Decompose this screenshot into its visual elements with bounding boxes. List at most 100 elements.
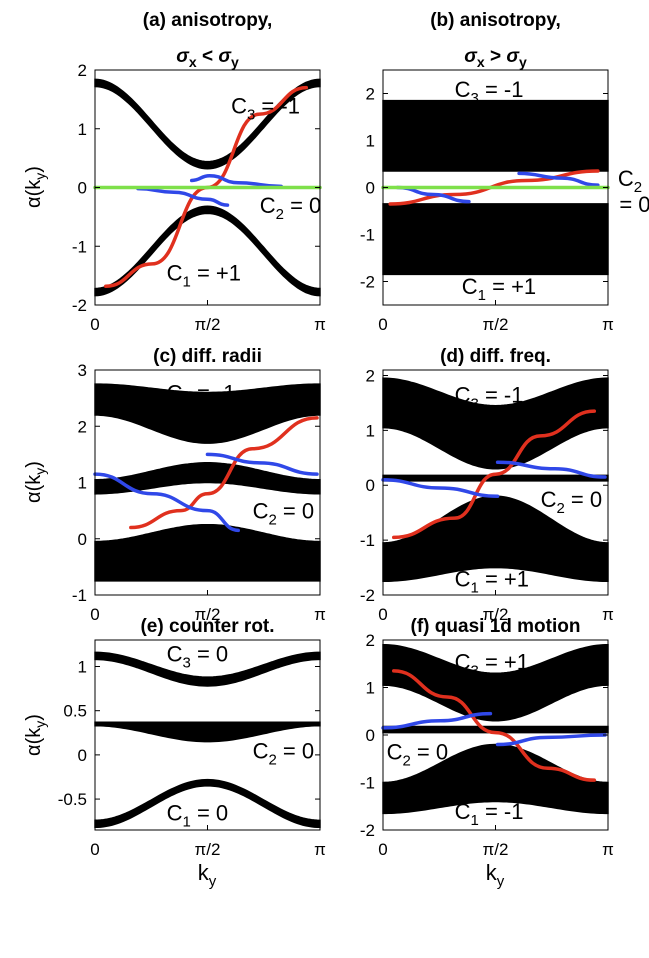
chern-label-e-0: C3 = 0 <box>167 641 229 671</box>
ytick-label: -2 <box>360 586 375 605</box>
xtick-label: π/2 <box>195 315 221 334</box>
chern-label-b-0: C3 = -1 <box>455 77 524 107</box>
ytick-label: -1 <box>360 531 375 550</box>
chern-label-f-2: C1 = -1 <box>455 799 524 829</box>
ytick-label: 1 <box>366 421 375 440</box>
panel-subtitle-b: σx > σy <box>464 46 527 70</box>
panel-title-d: (d) diff. freq. <box>440 346 551 367</box>
chern-label-b-1: C2 <box>618 166 642 196</box>
xlabel-1: ky <box>486 860 505 890</box>
ytick-label: 0 <box>78 530 87 549</box>
ytick-label: 0 <box>366 179 375 198</box>
xtick-label: 0 <box>90 605 99 624</box>
chern-label-d-0: C3 = -1 <box>455 383 524 413</box>
band-b-1 <box>382 203 609 276</box>
xtick-label: π/2 <box>195 840 221 859</box>
xtick-label: π <box>314 315 326 334</box>
ytick-label: 0.5 <box>63 702 87 721</box>
panel-subtitle-a: σx < σy <box>176 46 239 70</box>
chern-label-f-1: C2 = 0 <box>387 740 449 770</box>
xtick-label: 0 <box>378 315 387 334</box>
xtick-label: π/2 <box>195 605 221 624</box>
xtick-label: π/2 <box>483 840 509 859</box>
red-edge-curve-f-0 <box>391 669 597 782</box>
ylabel-1: α(ky) <box>23 461 48 503</box>
ytick-label: -2 <box>72 296 87 315</box>
ytick-label: 0 <box>78 179 87 198</box>
chern-label-d-2: C1 = +1 <box>455 567 529 597</box>
xtick-label: π <box>314 605 326 624</box>
panel-title-a: (a) anisotropy, <box>143 10 273 31</box>
chern-label-a-1: C2 = 0 <box>260 193 322 223</box>
chern-label-f-0: C3 = +1 <box>455 649 529 679</box>
blue-edge-curve-c-2 <box>205 452 319 476</box>
ytick-label: -2 <box>360 273 375 292</box>
panel-title-f: (f) quasi 1d motion <box>411 616 581 637</box>
ytick-label: 0 <box>366 726 375 745</box>
blue-edge-curve-d-1 <box>381 478 500 498</box>
ytick-label: 1 <box>78 474 87 493</box>
chern-label-c-1: C2 = 0 <box>253 499 315 529</box>
panel-title-b: (b) anisotropy, <box>430 10 561 31</box>
ylabel-0: α(ky) <box>23 166 48 208</box>
panel-title-e: (e) counter rot. <box>140 616 274 637</box>
chern-label-c-2: C1 = +1 <box>167 555 241 585</box>
xtick-label: 0 <box>90 840 99 859</box>
ytick-label: 2 <box>366 85 375 104</box>
ytick-label: 3 <box>78 361 87 380</box>
panel-b: -2 -1 0 1 2 0 π/2 π (b) anisotropy, σx > σy C3 = -… <box>360 10 649 334</box>
panel-d: -2 -1 0 1 2 0 π/2 π (d) diff. freq. C3 = -1 C2 = 0… <box>360 346 614 624</box>
chern-label-e-2: C1 = 0 <box>167 800 229 830</box>
xtick-label: π/2 <box>483 315 509 334</box>
panel-title-c: (c) diff. radii <box>153 346 262 367</box>
blue-edge-curve-c-1 <box>93 472 240 533</box>
panel-e: -0.5 0 0.5 1 0 π/2 π (e) counter rot. C3 = 0 C2 =… <box>58 616 326 859</box>
band-b-0 <box>382 99 609 172</box>
chern-label-a-0: C3 = -1 <box>231 93 300 123</box>
xtick-label: π/2 <box>483 605 509 624</box>
blue-edge-curve-b-2 <box>517 171 600 187</box>
xtick-label: π <box>602 315 614 334</box>
blue-edge-curve-f-1 <box>381 711 493 730</box>
chern-label-a-2: C1 = +1 <box>167 261 241 291</box>
blue-edge-curve-f-2 <box>495 733 607 747</box>
ytick-label: -1 <box>72 237 87 256</box>
ytick-label: 2 <box>78 61 87 80</box>
red-edge-curve-d-0 <box>391 409 597 540</box>
blue-edge-curve-d-2 <box>495 460 607 479</box>
ytick-label: -0.5 <box>58 790 87 809</box>
xtick-label: π <box>602 605 614 624</box>
ytick-label: 0 <box>78 746 87 765</box>
ylabel-2: α(ky) <box>23 714 48 756</box>
band-d-1 <box>382 474 609 482</box>
ytick-label: -1 <box>360 774 375 793</box>
chern-label-b-2: = 0 <box>619 192 649 217</box>
ytick-label: -1 <box>72 586 87 605</box>
ytick-label: 0 <box>366 476 375 495</box>
xtick-label: π <box>602 840 614 859</box>
ytick-label: 1 <box>78 658 87 677</box>
xlabel-0: ky <box>198 860 217 890</box>
red-edge-curve-c-0 <box>129 416 319 530</box>
ytick-label: 1 <box>366 132 375 151</box>
xtick-label: π <box>314 840 326 859</box>
blue-edge-curve-a-2 <box>136 186 230 207</box>
xtick-label: 0 <box>90 315 99 334</box>
ytick-label: 1 <box>78 120 87 139</box>
panel-f: -2 -1 0 1 2 0 π/2 π (f) quasi 1d motion C3 = +1 C2… <box>360 616 614 859</box>
ytick-label: 2 <box>366 631 375 650</box>
blue-edge-curve-a-1 <box>189 173 283 189</box>
chern-label-e-1: C2 = 0 <box>253 738 315 768</box>
xtick-label: 0 <box>378 605 387 624</box>
ytick-label: -2 <box>360 821 375 840</box>
ytick-label: -1 <box>360 226 375 245</box>
chern-label-c-0: C3 = -1 <box>167 381 236 411</box>
chern-label-b-3: C1 = +1 <box>462 274 536 304</box>
chern-label-d-1: C2 = 0 <box>541 487 603 517</box>
ytick-label: 2 <box>366 366 375 385</box>
ytick-label: 2 <box>78 417 87 436</box>
xtick-label: 0 <box>378 840 387 859</box>
panel-a: -2 -1 0 1 2 0 π/2 π (a) anisotropy, σx < σy C3 = -… <box>72 10 326 334</box>
